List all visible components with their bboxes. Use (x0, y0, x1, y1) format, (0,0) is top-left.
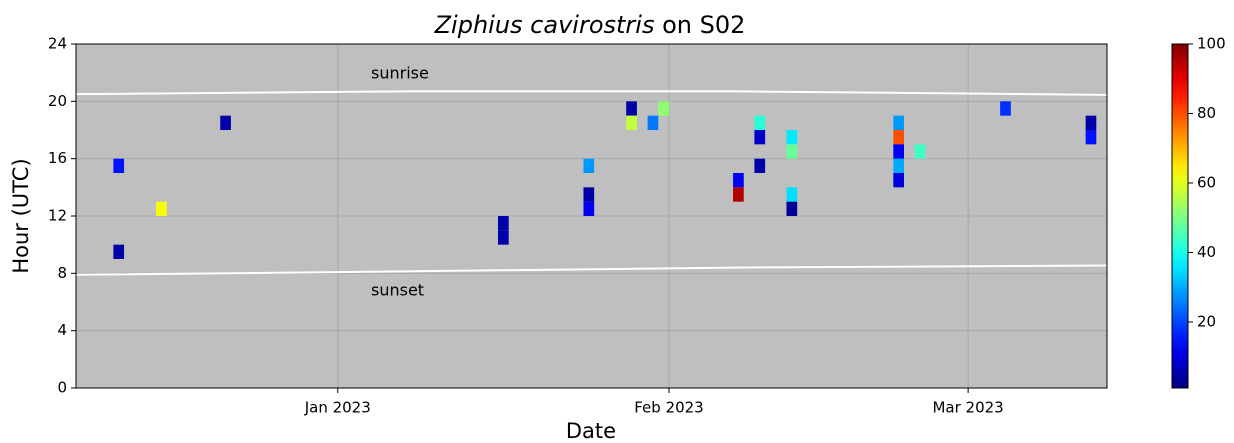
colorbar (1171, 43, 1189, 389)
y-tick-label: 24 (48, 35, 67, 53)
x-tick-label: Feb 2023 (634, 399, 704, 417)
cell (893, 130, 905, 145)
y-tick-label: 16 (48, 149, 67, 167)
cell (156, 201, 167, 216)
cell (786, 130, 798, 145)
cell (220, 115, 231, 130)
cell (754, 115, 766, 130)
cell (498, 216, 509, 231)
reference-line (75, 90, 1108, 96)
cell (583, 158, 595, 173)
line-label: sunset (371, 281, 424, 300)
colorbar-tick-label: 40 (1197, 243, 1216, 261)
colorbar-tick-label: 100 (1197, 35, 1226, 53)
y-tick-label: 0 (57, 379, 67, 397)
cell (893, 144, 905, 159)
cell (1085, 115, 1097, 130)
y-tick-label: 8 (57, 264, 67, 282)
y-axis-label: Hour (UTC) (9, 158, 33, 273)
y-tick-label: 20 (48, 92, 67, 110)
colorbar-tick-label: 80 (1197, 104, 1216, 122)
cell (647, 115, 659, 130)
cell (733, 173, 744, 188)
title-suffix: on S02 (662, 11, 745, 39)
chart-title: Ziphius cavirostris on S02 (434, 11, 746, 39)
line-label: sunrise (371, 64, 429, 83)
cell (786, 187, 798, 202)
cell (754, 130, 766, 145)
cell (498, 230, 509, 245)
cell (658, 101, 669, 116)
colorbar-tick-label: 60 (1197, 173, 1216, 191)
y-tick-label: 12 (48, 207, 67, 225)
cell (786, 201, 798, 216)
cell (626, 101, 637, 116)
cell (733, 187, 744, 202)
cell (754, 158, 766, 173)
plot-frame (75, 43, 1108, 389)
title-species: Ziphius cavirostris (434, 11, 655, 39)
cell (113, 158, 125, 173)
cell (914, 144, 926, 159)
cell (893, 115, 905, 130)
cell (113, 244, 125, 259)
x-tick-label: Jan 2023 (304, 399, 371, 417)
y-tick-label: 4 (57, 321, 67, 339)
cell (1000, 101, 1011, 116)
cell (626, 115, 637, 130)
colorbar-tick-label: 20 (1197, 312, 1216, 330)
cell (893, 158, 905, 173)
cell (583, 187, 595, 202)
cell (1085, 130, 1097, 145)
x-tick-label: Mar 2023 (932, 399, 1003, 417)
x-axis-label: Date (566, 419, 616, 443)
cell (583, 201, 595, 216)
cell (893, 173, 905, 188)
reference-line (75, 264, 1108, 276)
cell (786, 144, 798, 159)
